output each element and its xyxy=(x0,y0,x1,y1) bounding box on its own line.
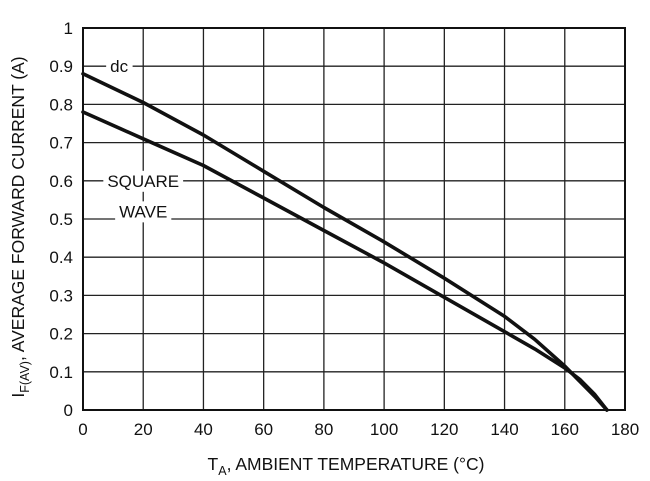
y-tick-label: 0.9 xyxy=(49,57,73,76)
annotation-label: WAVE xyxy=(119,202,167,221)
x-axis-title: TA, AMBIENT TEMPERATURE (°C) xyxy=(208,454,485,478)
x-tick-label: 120 xyxy=(430,420,458,439)
x-tick-label: 0 xyxy=(78,420,87,439)
x-tick-label: 60 xyxy=(254,420,273,439)
y-axis-title: IF(AV), AVERAGE FORWARD CURRENT (A) xyxy=(8,56,32,397)
x-tick-label: 100 xyxy=(370,420,398,439)
annotation-background xyxy=(106,56,133,78)
series-layer xyxy=(81,72,609,412)
y-tick-label: 0.3 xyxy=(49,286,73,305)
y-tick-label: 0.4 xyxy=(49,248,73,267)
x-tick-label: 160 xyxy=(551,420,579,439)
annotation-background xyxy=(115,201,172,223)
y-tick-label: 0.7 xyxy=(49,134,73,153)
annotation-background xyxy=(103,170,184,192)
annotation-label: dc xyxy=(110,57,128,76)
annotation-label: SQUARE xyxy=(107,172,179,191)
x-tick-label: 180 xyxy=(611,420,639,439)
x-tick-label: 80 xyxy=(314,420,333,439)
y-tick-label: 0.2 xyxy=(49,325,73,344)
y-tick-label: 0.5 xyxy=(49,210,73,229)
tick-labels: 0 20 40 60 80 100 120 140 160 180 0 0.1 0.2 0.3 0.4 0.5… xyxy=(49,19,639,439)
y-tick-label: 0 xyxy=(64,401,73,420)
y-tick-label: 0.6 xyxy=(49,172,73,191)
x-tick-label: 140 xyxy=(490,420,518,439)
y-tick-label: 0.1 xyxy=(49,363,73,382)
x-tick-label: 40 xyxy=(194,420,213,439)
plot-frame xyxy=(82,27,626,411)
y-tick-label: 1 xyxy=(64,19,73,38)
series-line-square-wave xyxy=(81,110,609,412)
y-tick-label: 0.8 xyxy=(49,95,73,114)
annotations: dc SQUARE WAVE xyxy=(103,56,184,223)
x-tick-label: 20 xyxy=(134,420,153,439)
